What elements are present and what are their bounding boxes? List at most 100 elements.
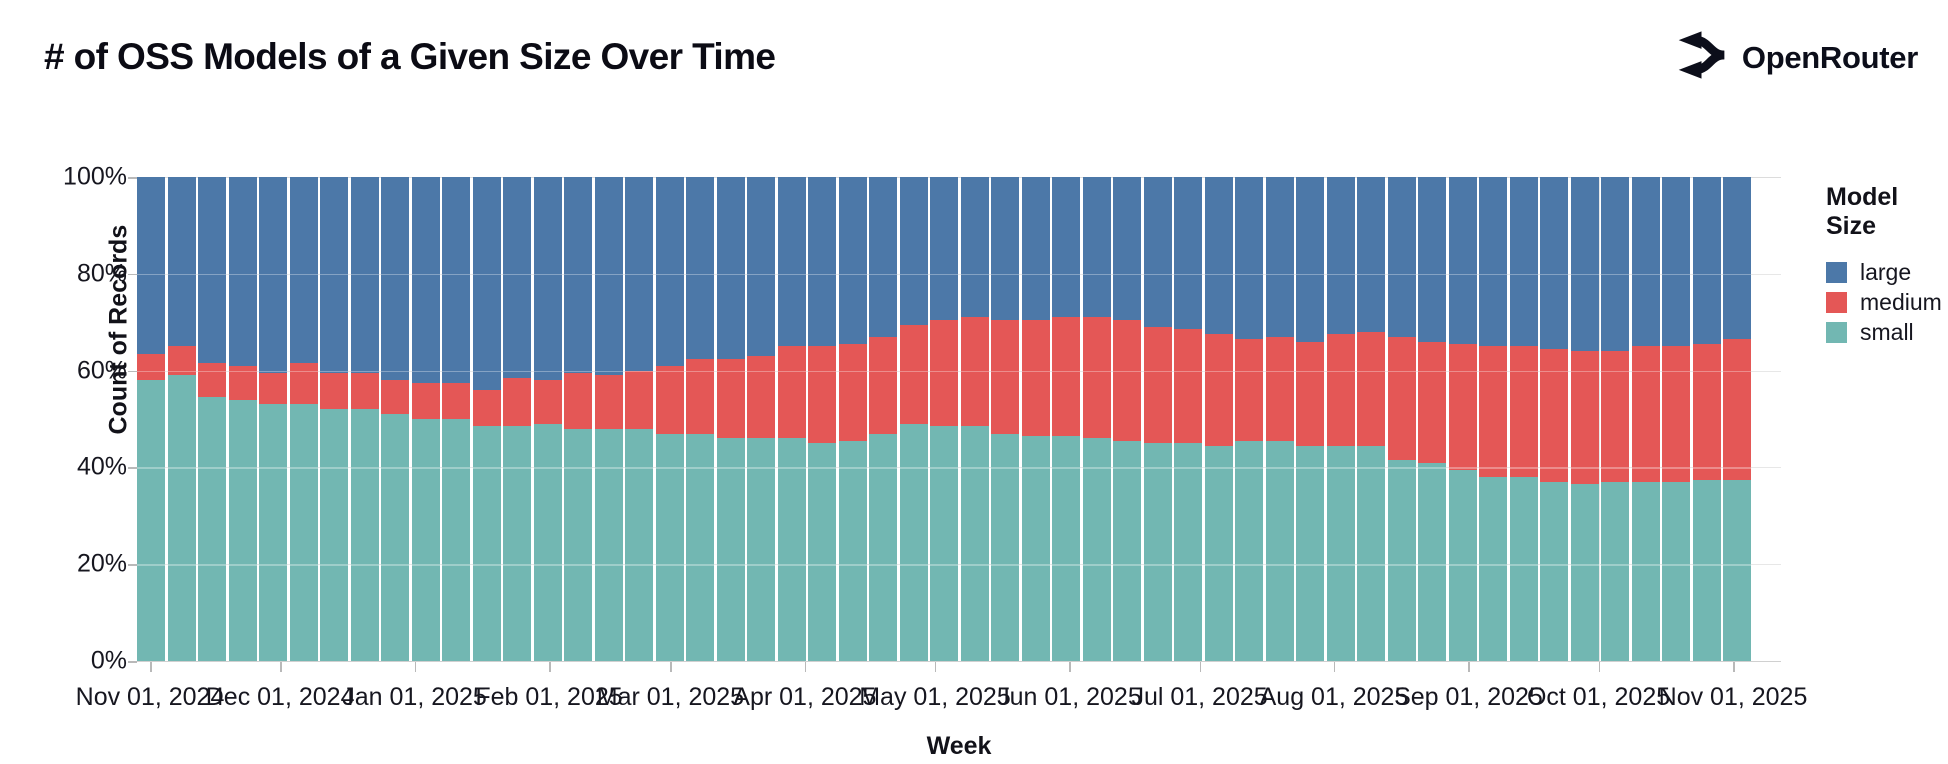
bar-week-2025-02-09 [594, 177, 623, 661]
bar-week-2025-03-23 [777, 177, 806, 661]
bar-segment-medium [716, 358, 745, 439]
x-tick-mark [549, 662, 551, 672]
bar-segment-large [442, 177, 471, 383]
bar-segment-medium [1204, 334, 1233, 446]
bar-segment-small [1021, 435, 1050, 661]
x-tick-mark [670, 662, 672, 672]
bar-week-2025-08-17 [1418, 177, 1447, 661]
bar-segment-medium [1509, 346, 1538, 478]
y-tick-label: 0% [90, 646, 127, 675]
bar-week-2025-02-23 [655, 177, 684, 661]
bar-segment-large [289, 177, 318, 364]
bar-week-2025-04-13 [869, 177, 898, 661]
x-tick-mark [1333, 662, 1336, 672]
bar-segment-small [1296, 445, 1325, 661]
brand-name: OpenRouter [1741, 39, 1918, 75]
bar-segment-small [289, 404, 318, 661]
bar-week-2025-09-07 [1509, 177, 1538, 661]
bar-segment-large [1143, 177, 1172, 328]
bar-week-2025-06-01 [1082, 177, 1111, 661]
bar-segment-medium [625, 370, 654, 429]
x-tick-label: Jun 01, 2025 [997, 683, 1142, 711]
bar-segment-large [747, 177, 776, 357]
bar-segment-medium [1540, 348, 1569, 482]
bar-segment-medium [289, 363, 318, 405]
bar-segment-small [1235, 440, 1264, 661]
brand-logo: OpenRouter [1670, 30, 1918, 85]
gridline-horizontal [137, 177, 1781, 178]
bar-segment-large [686, 177, 715, 359]
bar-segment-large [899, 177, 928, 325]
x-tick-mark [1069, 662, 1071, 672]
bar-segment-large [1448, 177, 1477, 344]
bar-segment-small [1357, 445, 1386, 661]
bar-segment-medium [777, 346, 806, 439]
legend-label: large [1860, 258, 1912, 285]
bar-segment-small [686, 433, 715, 661]
bar-segment-medium [198, 363, 227, 398]
bar-week-2025-07-20 [1296, 177, 1325, 661]
bar-segment-medium [594, 375, 623, 429]
bar-segment-large [594, 177, 623, 376]
bar-segment-small [1692, 479, 1721, 661]
bar-segment-small [869, 433, 898, 661]
bar-segment-large [1662, 177, 1691, 347]
bar-segment-large [1509, 177, 1538, 347]
bar-week-2025-07-27 [1326, 177, 1355, 661]
bar-segment-large [503, 177, 532, 378]
bar-segment-small [350, 409, 379, 661]
bar-segment-small [1662, 481, 1691, 661]
legend-title: Model Size [1826, 183, 1899, 240]
x-tick-label: Feb 01, 2025 [475, 683, 623, 711]
bar-segment-large [350, 177, 379, 374]
bar-segment-small [1540, 481, 1569, 661]
bar-segment-medium [1326, 334, 1355, 446]
bar-segment-large [869, 177, 898, 337]
bar-week-2025-01-26 [533, 177, 562, 661]
x-tick-label: Jul 01, 2025 [1131, 683, 1268, 711]
bar-segment-medium [1296, 341, 1325, 446]
bar-segment-large [1204, 177, 1233, 335]
bar-week-2024-11-03 [167, 177, 196, 661]
bar-segment-medium [259, 373, 288, 405]
bar-segment-small [472, 426, 501, 661]
page-title: # of OSS Models of a Given Size Over Tim… [44, 36, 776, 77]
bar-segment-medium [960, 317, 989, 427]
bar-segment-small [1723, 479, 1752, 661]
legend-item-medium: medium [1826, 287, 1948, 317]
bar-segment-large [198, 177, 227, 364]
gridline-overlay [137, 467, 1781, 469]
y-tick-label: 20% [76, 549, 127, 578]
bar-segment-large [1357, 177, 1386, 332]
bar-week-2025-06-29 [1204, 177, 1233, 661]
bar-segment-large [1021, 177, 1050, 320]
bar-segment-medium [1479, 346, 1508, 478]
bar-segment-medium [381, 380, 410, 415]
bar-segment-medium [1448, 344, 1477, 470]
bar-segment-large [167, 177, 196, 347]
bar-segment-large [1082, 177, 1111, 318]
x-tick-label: Nov 01, 2024 [75, 683, 225, 711]
bar-segment-medium [1631, 346, 1660, 482]
bar-segment-small [625, 428, 654, 661]
bar-week-2025-10-26 [1723, 177, 1752, 661]
bar-segment-small [198, 397, 227, 661]
bar-segment-large [930, 177, 959, 320]
bar-week-2025-08-03 [1357, 177, 1386, 661]
bar-segment-large [533, 177, 562, 381]
y-tick-mark [128, 177, 137, 179]
legend-swatch-medium [1826, 291, 1847, 313]
x-tick-mark [414, 662, 417, 672]
x-axis-title: Week [926, 732, 992, 760]
gridline-horizontal [137, 467, 1781, 469]
bar-segment-small [1052, 435, 1081, 661]
x-tick-label: Jan 01, 2025 [342, 683, 487, 711]
bar-segment-large [1326, 177, 1355, 335]
bar-segment-medium [1143, 327, 1172, 444]
bar-segment-small [167, 375, 196, 661]
x-tick-label: Nov 01, 2025 [1658, 683, 1808, 711]
bar-segment-large [1570, 177, 1599, 352]
bar-segment-large [137, 177, 166, 354]
bar-week-2025-04-27 [930, 177, 959, 661]
bar-segment-large [1296, 177, 1325, 342]
